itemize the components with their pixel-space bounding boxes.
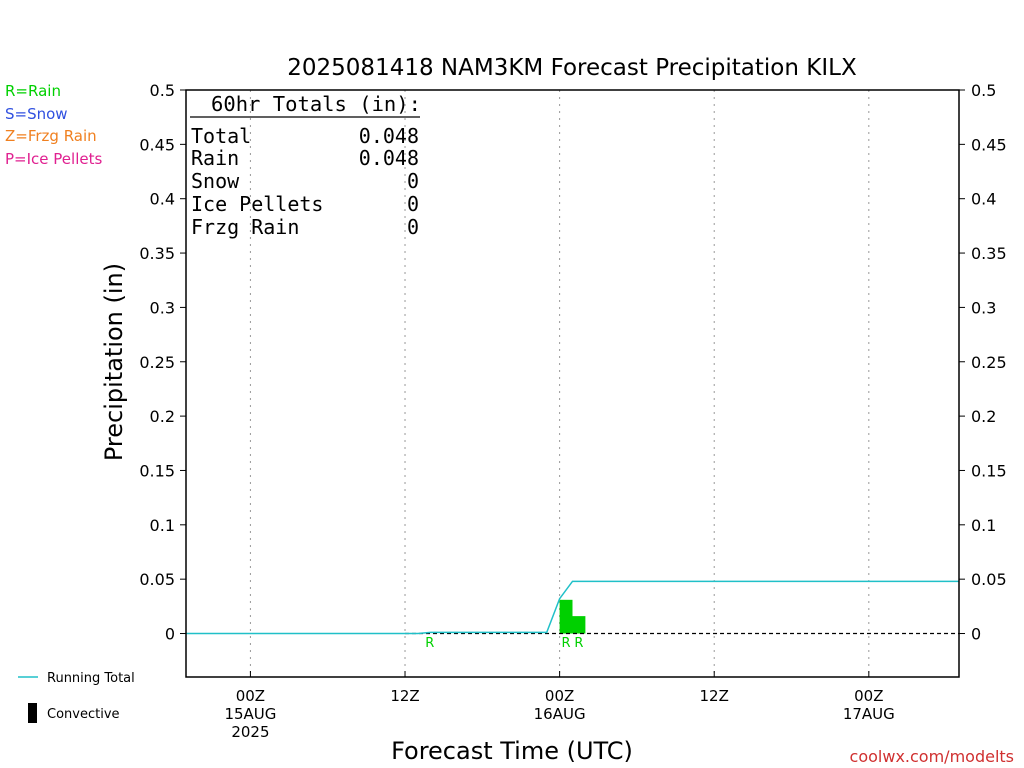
x-tick-label: 17AUG bbox=[843, 705, 895, 723]
y-tick-label-left: 0.45 bbox=[139, 135, 175, 154]
y-tick-label-left: 0.05 bbox=[139, 570, 175, 589]
totals-total-label: Total bbox=[191, 124, 251, 148]
y-tick-label-right: 0.45 bbox=[971, 135, 1007, 154]
y-tick-label-right: 0.4 bbox=[971, 190, 996, 209]
y-tick-labels: 0 00.05 0.050.1 0.10.15 0.150.2 0.20.25 0.250.… bbox=[139, 81, 1006, 644]
totals-ice-pellets-value: 0 bbox=[407, 192, 419, 216]
x-tick-label: 16AUG bbox=[534, 705, 586, 723]
y-axis-label: Precipitation (in) bbox=[100, 263, 128, 461]
y-tick-label-left: 0.2 bbox=[150, 407, 175, 426]
legend-running-total: Running Total bbox=[47, 671, 135, 686]
y-tick-label-right: 0.3 bbox=[971, 298, 996, 317]
y-tick-label-right: 0.2 bbox=[971, 407, 996, 426]
ptype-marker: R bbox=[425, 636, 434, 651]
totals-heading: 60hr Totals (in): bbox=[211, 92, 421, 116]
totals-rain-label: Rain bbox=[191, 146, 239, 170]
x-tick-label: 00Z bbox=[545, 687, 574, 705]
legend-rain: R=Rain bbox=[5, 82, 61, 100]
y-tick-label-left: 0 bbox=[165, 625, 175, 644]
running-total-line bbox=[186, 580, 959, 635]
y-tick-label-right: 0.35 bbox=[971, 244, 1007, 263]
y-tick-label-right: 0.25 bbox=[971, 353, 1007, 372]
y-tick-label-left: 0.15 bbox=[139, 461, 175, 480]
legend-convective: Convective bbox=[47, 707, 120, 722]
running-total-series bbox=[186, 580, 959, 635]
y-tick-label-right: 0.1 bbox=[971, 516, 996, 535]
totals-snow-label: Snow bbox=[191, 169, 240, 193]
ptype-marker: R bbox=[574, 636, 583, 651]
totals-box: 60hr Totals (in): Total 0.048 Rain 0.048… bbox=[190, 92, 421, 239]
precip-bar bbox=[559, 599, 573, 634]
totals-frzg-rain-label: Frzg Rain bbox=[191, 215, 299, 239]
ptype-marker: R bbox=[562, 636, 571, 651]
totals-ice-pellets-label: Ice Pellets bbox=[191, 192, 323, 216]
totals-total-value: 0.048 bbox=[359, 124, 419, 148]
ptype-legend: R=Rain S=Snow Z=Frzg Rain P=Ice Pellets bbox=[5, 82, 102, 168]
x-tick-label: 00Z bbox=[236, 687, 265, 705]
x-tick-label: 15AUG bbox=[224, 705, 276, 723]
x-tick-label: 00Z bbox=[854, 687, 883, 705]
legend-frzg-rain: Z=Frzg Rain bbox=[5, 127, 97, 145]
x-tick-label: 12Z bbox=[700, 687, 729, 705]
legend-ice-pellets: P=Ice Pellets bbox=[5, 150, 102, 168]
plot-frame bbox=[185, 89, 960, 678]
ptype-markers: R RR bbox=[425, 636, 583, 651]
y-tick-label-left: 0.3 bbox=[150, 298, 175, 317]
y-tick-label-left: 0.25 bbox=[139, 353, 175, 372]
gridlines bbox=[180, 89, 965, 677]
y-tick-label-left: 0.1 bbox=[150, 516, 175, 535]
x-tick-label: 2025 bbox=[231, 723, 269, 741]
y-tick-label-right: 0.15 bbox=[971, 461, 1007, 480]
totals-snow-value: 0 bbox=[407, 169, 419, 193]
credit-text: coolwx.com/modelts bbox=[850, 747, 1014, 766]
chart-title: 2025081418 NAM3KM Forecast Precipitation… bbox=[287, 55, 857, 81]
precip-bars bbox=[559, 599, 586, 634]
precip-bar bbox=[572, 616, 586, 634]
totals-rain-value: 0.048 bbox=[359, 146, 419, 170]
convective-swatch bbox=[28, 703, 37, 723]
y-tick-label-right: 0 bbox=[971, 625, 981, 644]
x-tick-label: 12Z bbox=[390, 687, 419, 705]
y-tick-label-left: 0.4 bbox=[150, 190, 175, 209]
totals-frzg-rain-value: 0 bbox=[407, 215, 419, 239]
x-axis-label: Forecast Time (UTC) bbox=[391, 737, 633, 765]
y-tick-label-left: 0.35 bbox=[139, 244, 175, 263]
y-tick-label-right: 0.05 bbox=[971, 570, 1007, 589]
legend-snow: S=Snow bbox=[5, 105, 68, 123]
y-tick-label-right: 0.5 bbox=[971, 81, 996, 100]
line-legend: Running Total Convective bbox=[18, 671, 135, 723]
y-tick-label-left: 0.5 bbox=[150, 81, 175, 100]
